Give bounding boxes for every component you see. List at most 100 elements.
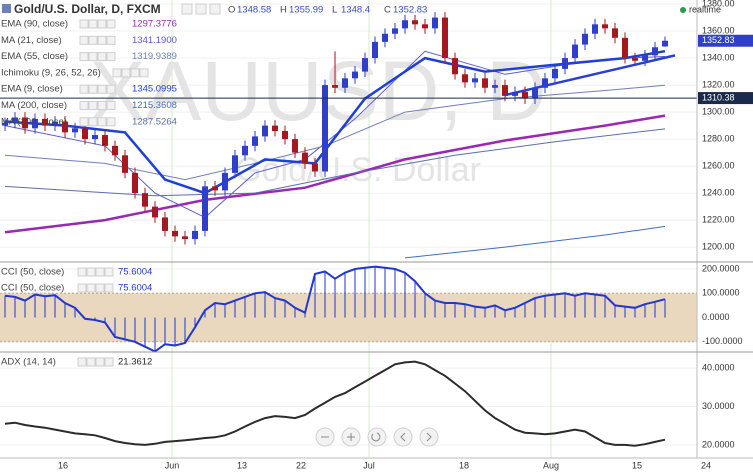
study-name: Ichimoku (9, 26, 52, 26)	[1, 67, 101, 78]
candle-body	[562, 58, 568, 69]
study-button[interactable]	[106, 117, 116, 127]
study-button[interactable]	[79, 101, 89, 110]
study-button[interactable]	[106, 101, 116, 110]
candle-body	[292, 139, 298, 153]
study-button[interactable]	[97, 84, 107, 94]
candle-body	[392, 28, 398, 34]
candle-body	[242, 145, 248, 156]
study-button[interactable]	[130, 68, 140, 78]
study-button[interactable]	[79, 35, 89, 45]
study-button[interactable]	[95, 283, 105, 293]
candle-body	[32, 118, 38, 129]
candle-body	[452, 58, 458, 75]
candle-body	[282, 131, 288, 140]
indicator-name: CCI (50, close)	[1, 267, 64, 278]
price-box	[698, 92, 753, 105]
ohlc-value: 1355.99	[289, 5, 323, 16]
candle-body	[112, 145, 118, 156]
candle-body	[102, 135, 108, 146]
candle-body	[612, 28, 618, 38]
candle-body	[302, 152, 308, 164]
candle-body	[52, 121, 58, 126]
study-button[interactable]	[104, 267, 114, 277]
candle-body	[422, 24, 428, 29]
study-button[interactable]	[88, 35, 98, 45]
x-tick-label: 24	[701, 460, 711, 470]
study-button[interactable]	[88, 52, 98, 62]
y-tick-label: 1280.00	[702, 133, 735, 143]
candle-body	[472, 78, 478, 83]
study-button[interactable]	[79, 52, 89, 62]
study-button[interactable]	[88, 101, 98, 110]
candle-body	[352, 71, 358, 79]
studies-legend: EMA (90, close) 1297.3776 MA (21, close) 13…	[1, 19, 177, 368]
y-tick-label: 200.0000	[702, 263, 740, 273]
candle-body	[312, 163, 318, 172]
study-button[interactable]	[79, 19, 89, 29]
candle-body	[582, 33, 588, 45]
candle-body	[402, 20, 408, 29]
study-button[interactable]	[88, 84, 98, 94]
study-button[interactable]	[104, 357, 114, 367]
study-button[interactable]	[97, 52, 107, 62]
study-button[interactable]	[77, 283, 87, 293]
indicator-line	[4, 360, 666, 447]
y-tick-label: 1380.00	[702, 0, 735, 8]
header-button[interactable]	[209, 3, 221, 15]
study-button[interactable]	[88, 117, 98, 127]
candle-body	[592, 24, 598, 34]
watermark-name: Gold/U.S. Dollar	[235, 151, 481, 189]
study-button[interactable]	[79, 117, 89, 127]
study-button[interactable]	[86, 267, 96, 277]
study-button[interactable]	[97, 101, 107, 110]
study-button[interactable]	[86, 357, 96, 367]
study-button[interactable]	[95, 357, 105, 367]
study-button[interactable]	[79, 84, 89, 94]
candle-body	[652, 47, 658, 56]
study-button[interactable]	[95, 267, 105, 277]
study-button[interactable]	[106, 52, 116, 62]
study-button[interactable]	[86, 283, 96, 293]
header-button[interactable]	[195, 3, 207, 15]
candle-body	[632, 58, 638, 61]
symbol-icon[interactable]	[2, 4, 11, 13]
candle-body	[362, 58, 368, 72]
candle-body	[542, 78, 548, 88]
study-button[interactable]	[106, 19, 116, 29]
header-button[interactable]	[181, 3, 193, 15]
candle-body	[372, 41, 378, 59]
axis-background	[697, 0, 753, 458]
candle-body	[322, 85, 328, 172]
nav-right[interactable]	[419, 427, 439, 447]
nav-reset[interactable]	[367, 427, 387, 447]
y-tick-label: 1220.00	[702, 215, 735, 225]
study-value: 1297.3776	[132, 19, 177, 30]
study-button[interactable]	[106, 84, 116, 94]
indicator-value: 75.6004	[118, 283, 152, 294]
cci-band	[0, 293, 697, 342]
candle-body	[492, 85, 498, 88]
study-button[interactable]	[97, 19, 107, 29]
study-button[interactable]	[77, 267, 87, 277]
candle-body	[642, 55, 648, 61]
nav-left[interactable]	[393, 427, 413, 447]
study-button[interactable]	[97, 35, 107, 45]
x-tick-label: 22	[296, 460, 306, 470]
indicator-name: ADX (14, 14)	[1, 357, 56, 368]
y-tick-label: 20.0000	[702, 439, 735, 449]
candle-body	[212, 186, 218, 191]
study-button[interactable]	[77, 357, 87, 367]
last-price-label: 1352.83	[702, 35, 735, 45]
study-button[interactable]	[104, 283, 114, 293]
study-button[interactable]	[97, 117, 107, 127]
study-button[interactable]	[88, 19, 98, 29]
study-button[interactable]	[121, 68, 131, 78]
study-value: 1341.1900	[132, 35, 177, 46]
candle-body	[342, 78, 348, 88]
candle-body	[252, 136, 258, 146]
candle-body	[432, 17, 438, 29]
study-button[interactable]	[139, 68, 149, 78]
study-button[interactable]	[106, 35, 116, 45]
study-button[interactable]	[112, 68, 122, 78]
